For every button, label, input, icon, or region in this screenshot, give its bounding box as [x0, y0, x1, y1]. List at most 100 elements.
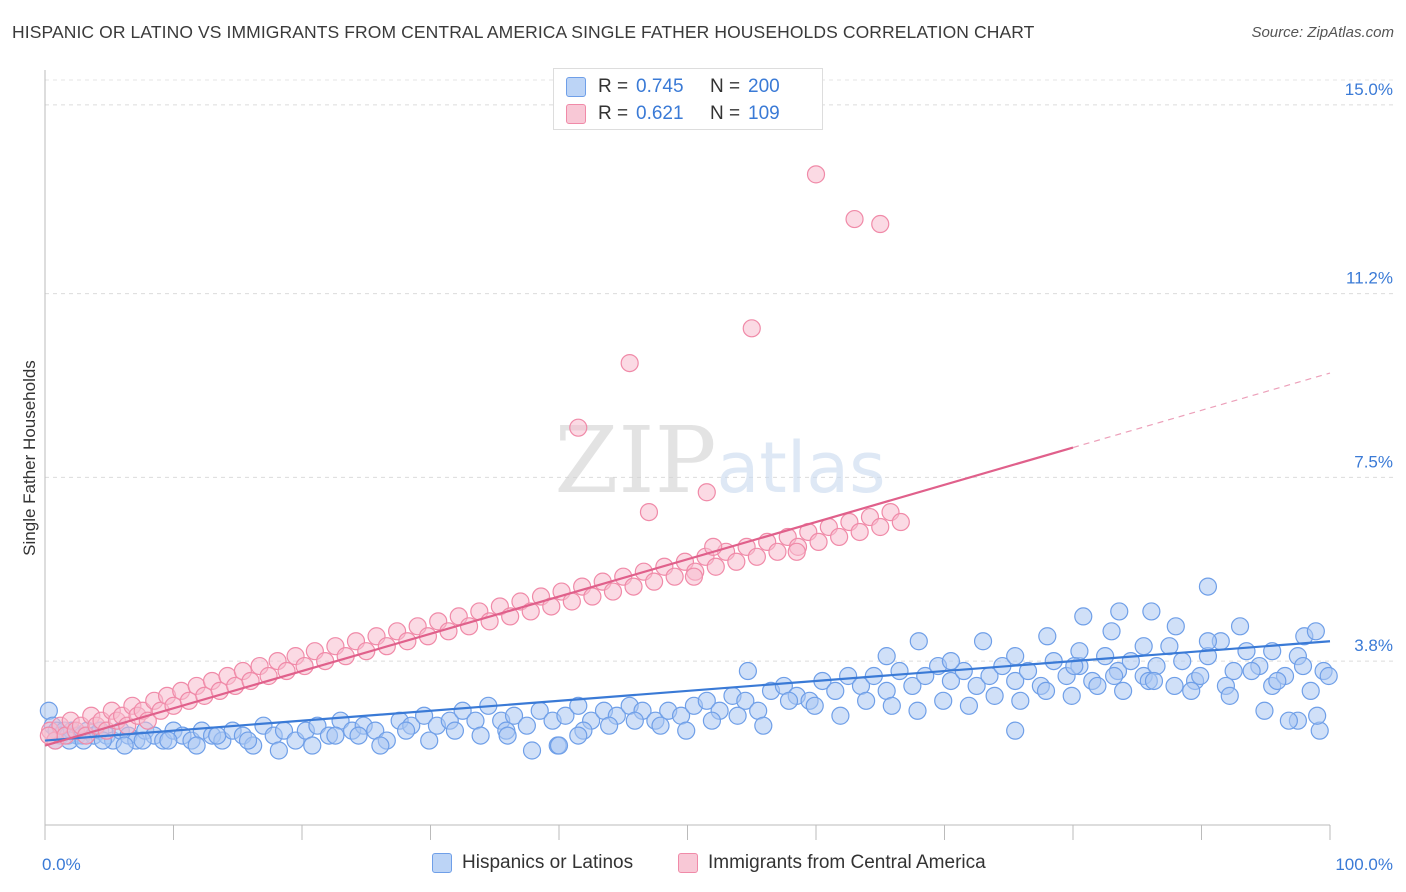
point-0-137: [600, 716, 619, 735]
point-0-160: [1191, 666, 1210, 686]
series-hispanics-points: [39, 577, 1338, 760]
point-0-198: [1105, 666, 1124, 686]
point-0-89: [1006, 671, 1025, 691]
chart-source: Source: ZipAtlas.com: [1251, 24, 1394, 41]
point-0-80: [890, 661, 909, 681]
point-0-81: [903, 676, 922, 696]
legend-n-value-1: 109: [748, 103, 780, 124]
point-0-55: [569, 696, 588, 715]
point-0-130: [420, 731, 439, 750]
legend-n-value-0: 200: [748, 76, 780, 97]
point-0-46: [453, 701, 472, 720]
legend-swatch-hispanics: [432, 853, 452, 873]
y-tick-label-1: 7.5%: [1354, 452, 1393, 471]
legend-row-1: R = 0.621 N = 109: [566, 102, 780, 126]
point-0-157: [1114, 681, 1133, 701]
point-0-182: [1142, 602, 1161, 621]
point-0-184: [1306, 622, 1325, 641]
point-1-108: [684, 567, 704, 586]
point-1-83: [747, 547, 766, 566]
point-1-95: [871, 517, 890, 537]
point-1-85: [768, 542, 787, 561]
point-0-173: [909, 632, 928, 651]
point-0-149: [908, 701, 927, 720]
point-0-54: [556, 706, 575, 725]
point-1-25: [179, 691, 199, 710]
point-0-86: [967, 676, 986, 696]
axes: [44, 70, 1331, 840]
legend-swatch-1: [566, 104, 586, 124]
point-0-171: [1198, 632, 1218, 651]
point-0-124: [269, 741, 288, 760]
point-1-89: [809, 532, 828, 552]
point-0-188: [1006, 721, 1025, 740]
point-0-194: [1255, 701, 1274, 720]
point-0-102: [1173, 651, 1192, 671]
point-1-102: [620, 354, 639, 373]
point-0-122: [208, 726, 227, 745]
point-0-176: [1102, 622, 1121, 641]
watermark: ZIPatlas: [554, 407, 885, 514]
point-0-164: [1293, 656, 1313, 676]
point-0-96: [1096, 647, 1115, 666]
point-0-0: [39, 701, 58, 720]
point-1-39: [295, 656, 314, 676]
point-0-156: [1088, 676, 1107, 696]
point-0-144: [779, 691, 799, 710]
point-0-107: [1237, 642, 1256, 661]
point-1-61: [521, 602, 540, 621]
point-0-154: [1036, 681, 1056, 701]
legend-n-label-1: N =: [710, 103, 741, 124]
legend-top: R = 0.745 N = 200 R = 0.621 N = 109: [553, 68, 823, 130]
point-0-84: [941, 671, 961, 691]
point-0-175: [1038, 627, 1057, 646]
trend-lines: [44, 372, 1331, 747]
point-0-189: [738, 661, 757, 681]
point-0-143: [754, 716, 773, 735]
point-0-168: [1006, 647, 1025, 666]
point-0-151: [959, 696, 979, 715]
point-0-146: [831, 706, 850, 725]
point-0-152: [985, 686, 1004, 705]
point-0-155: [1062, 686, 1081, 705]
point-1-103: [569, 418, 588, 437]
legend-row-0: R = 0.745 N = 200: [566, 75, 780, 99]
point-0-178: [1230, 617, 1250, 636]
legend-item-central-america: Immigrants from Central America: [678, 852, 986, 874]
point-1-73: [644, 572, 664, 591]
point-0-147: [857, 691, 876, 710]
legend-r-label-1: R =: [598, 103, 629, 124]
point-0-141: [702, 711, 722, 730]
watermark-atlas: atlas: [717, 427, 886, 509]
point-0-163: [1268, 671, 1287, 691]
legend-label-hispanics: Hispanics or Latinos: [462, 852, 634, 873]
point-0-148: [882, 696, 901, 715]
point-0-118: [115, 736, 134, 755]
legend-n-label-0: N =: [710, 76, 741, 97]
point-0-159: [1165, 676, 1184, 696]
point-1-79: [706, 557, 725, 576]
point-0-170: [1134, 637, 1153, 656]
legend-item-hispanics: Hispanics or Latinos: [432, 852, 633, 874]
point-0-183: [1198, 577, 1218, 596]
point-0-134: [522, 741, 542, 760]
point-0-138: [625, 711, 644, 730]
point-0-191: [569, 726, 588, 745]
point-0-187: [1310, 721, 1329, 740]
point-0-162: [1242, 661, 1261, 681]
point-0-167: [941, 651, 961, 671]
legend-r-value-0: 0.745: [636, 76, 684, 97]
point-0-186: [1279, 711, 1298, 730]
trend-line-extension-1: [1072, 372, 1331, 449]
point-1-97: [891, 512, 910, 532]
point-0-174: [973, 632, 993, 651]
y-tick-label-0: 3.8%: [1354, 636, 1393, 655]
trend-line-1: [44, 446, 1074, 747]
point-0-180: [1074, 607, 1093, 626]
point-0-177: [1166, 617, 1185, 636]
point-0-193: [1308, 706, 1327, 725]
point-1-99: [845, 209, 864, 229]
point-0-197: [1144, 671, 1164, 691]
point-1-104: [639, 502, 659, 522]
